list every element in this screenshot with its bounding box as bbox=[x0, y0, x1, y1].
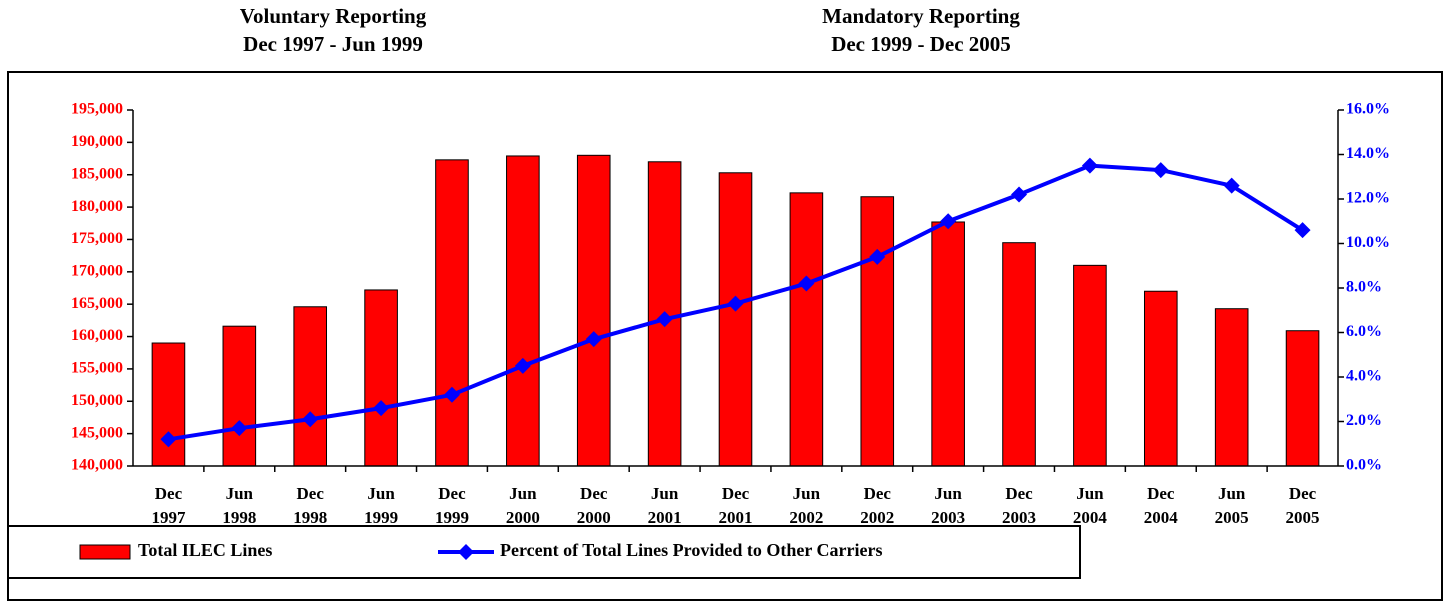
marker bbox=[656, 311, 673, 328]
x-tick-label: Dec 1999 bbox=[434, 484, 469, 527]
y-tick-label: 175,000 bbox=[71, 230, 123, 247]
marker bbox=[727, 295, 744, 312]
marker bbox=[1152, 162, 1169, 179]
y-tick-label: 145,000 bbox=[71, 424, 123, 441]
x-tick-label: Dec 2000 bbox=[576, 484, 611, 527]
annotation: Dec 1999 - Dec 2005 bbox=[831, 32, 1011, 56]
y2-tick-label: 4.0% bbox=[1346, 368, 1382, 385]
y2-tick-label: 8.0% bbox=[1346, 279, 1382, 296]
bar bbox=[151, 342, 186, 467]
marker bbox=[231, 420, 248, 437]
legend-marker bbox=[458, 544, 474, 560]
marker bbox=[585, 331, 602, 348]
bar bbox=[789, 192, 824, 467]
y-tick-label: 180,000 bbox=[71, 198, 123, 215]
y2-tick-label: 0.0% bbox=[1346, 457, 1382, 474]
x-tick-label: Jun 2001 bbox=[647, 484, 682, 527]
bar bbox=[435, 159, 469, 467]
bar bbox=[718, 172, 753, 467]
marker bbox=[1223, 177, 1240, 194]
marker bbox=[1011, 186, 1028, 203]
y-tick-label: 155,000 bbox=[71, 360, 123, 377]
y2-tick-label: 2.0% bbox=[1346, 412, 1382, 429]
annotation: Mandatory Reporting bbox=[822, 4, 1020, 28]
y2-tick-label: 14.0% bbox=[1346, 145, 1390, 162]
y2-tick-label: 10.0% bbox=[1346, 234, 1390, 251]
bar bbox=[293, 306, 328, 467]
legend-box bbox=[7, 525, 1081, 579]
legend-label: Total ILEC Lines bbox=[138, 540, 272, 560]
bar bbox=[576, 154, 611, 467]
x-tick-label: Jun 2003 bbox=[931, 484, 966, 527]
x-tick-label: Dec 1997 bbox=[151, 484, 186, 527]
annotation: Voluntary Reporting bbox=[240, 4, 427, 28]
marker bbox=[1294, 222, 1311, 239]
bar bbox=[1285, 330, 1320, 467]
x-tick-label: Dec 1998 bbox=[293, 484, 328, 527]
bar bbox=[931, 221, 965, 467]
x-tick-label: Dec 2004 bbox=[1143, 484, 1178, 527]
bar bbox=[1143, 290, 1178, 467]
x-tick-label: Dec 2002 bbox=[860, 484, 895, 527]
y-tick-label: 165,000 bbox=[71, 295, 123, 312]
x-tick-label: Jun 1999 bbox=[364, 484, 399, 527]
marker bbox=[798, 275, 815, 292]
y-tick-label: 185,000 bbox=[71, 165, 123, 182]
bar bbox=[1214, 308, 1249, 467]
marker bbox=[940, 213, 957, 230]
x-tick-label: Jun 2004 bbox=[1072, 484, 1107, 527]
marker bbox=[160, 431, 177, 448]
x-tick-label: Jun 2005 bbox=[1214, 484, 1249, 527]
marker bbox=[869, 248, 886, 265]
y-tick-label: 170,000 bbox=[71, 262, 123, 279]
x-tick-label: Dec 2005 bbox=[1285, 484, 1320, 527]
bar bbox=[1002, 242, 1036, 467]
marker bbox=[1081, 157, 1098, 174]
y-tick-label: 160,000 bbox=[71, 327, 123, 344]
marker bbox=[302, 411, 319, 428]
marker bbox=[373, 400, 390, 417]
bar bbox=[1073, 264, 1107, 467]
annotation: Dec 1997 - Jun 1999 bbox=[243, 32, 423, 56]
y-tick-label: 190,000 bbox=[71, 133, 123, 150]
y2-tick-label: 16.0% bbox=[1346, 101, 1390, 118]
x-tick-label: Jun 2000 bbox=[505, 484, 540, 527]
y2-tick-label: 12.0% bbox=[1346, 190, 1390, 207]
x-tick-label: Dec 2001 bbox=[718, 484, 753, 527]
bar bbox=[860, 196, 895, 467]
marker bbox=[443, 386, 460, 403]
y-tick-label: 140,000 bbox=[71, 457, 123, 474]
legend-swatch bbox=[79, 544, 131, 560]
bar bbox=[506, 155, 540, 467]
x-tick-label: Jun 2002 bbox=[789, 484, 824, 527]
x-tick-label: Dec 2003 bbox=[1002, 484, 1037, 527]
y-tick-label: 195,000 bbox=[71, 101, 123, 118]
bar bbox=[222, 325, 257, 467]
y-tick-label: 150,000 bbox=[71, 392, 123, 409]
marker bbox=[514, 357, 531, 374]
legend-label: Percent of Total Lines Provided to Other… bbox=[500, 540, 882, 560]
y2-tick-label: 6.0% bbox=[1346, 323, 1382, 340]
x-tick-label: Jun 1998 bbox=[222, 484, 257, 527]
bar bbox=[364, 289, 398, 467]
